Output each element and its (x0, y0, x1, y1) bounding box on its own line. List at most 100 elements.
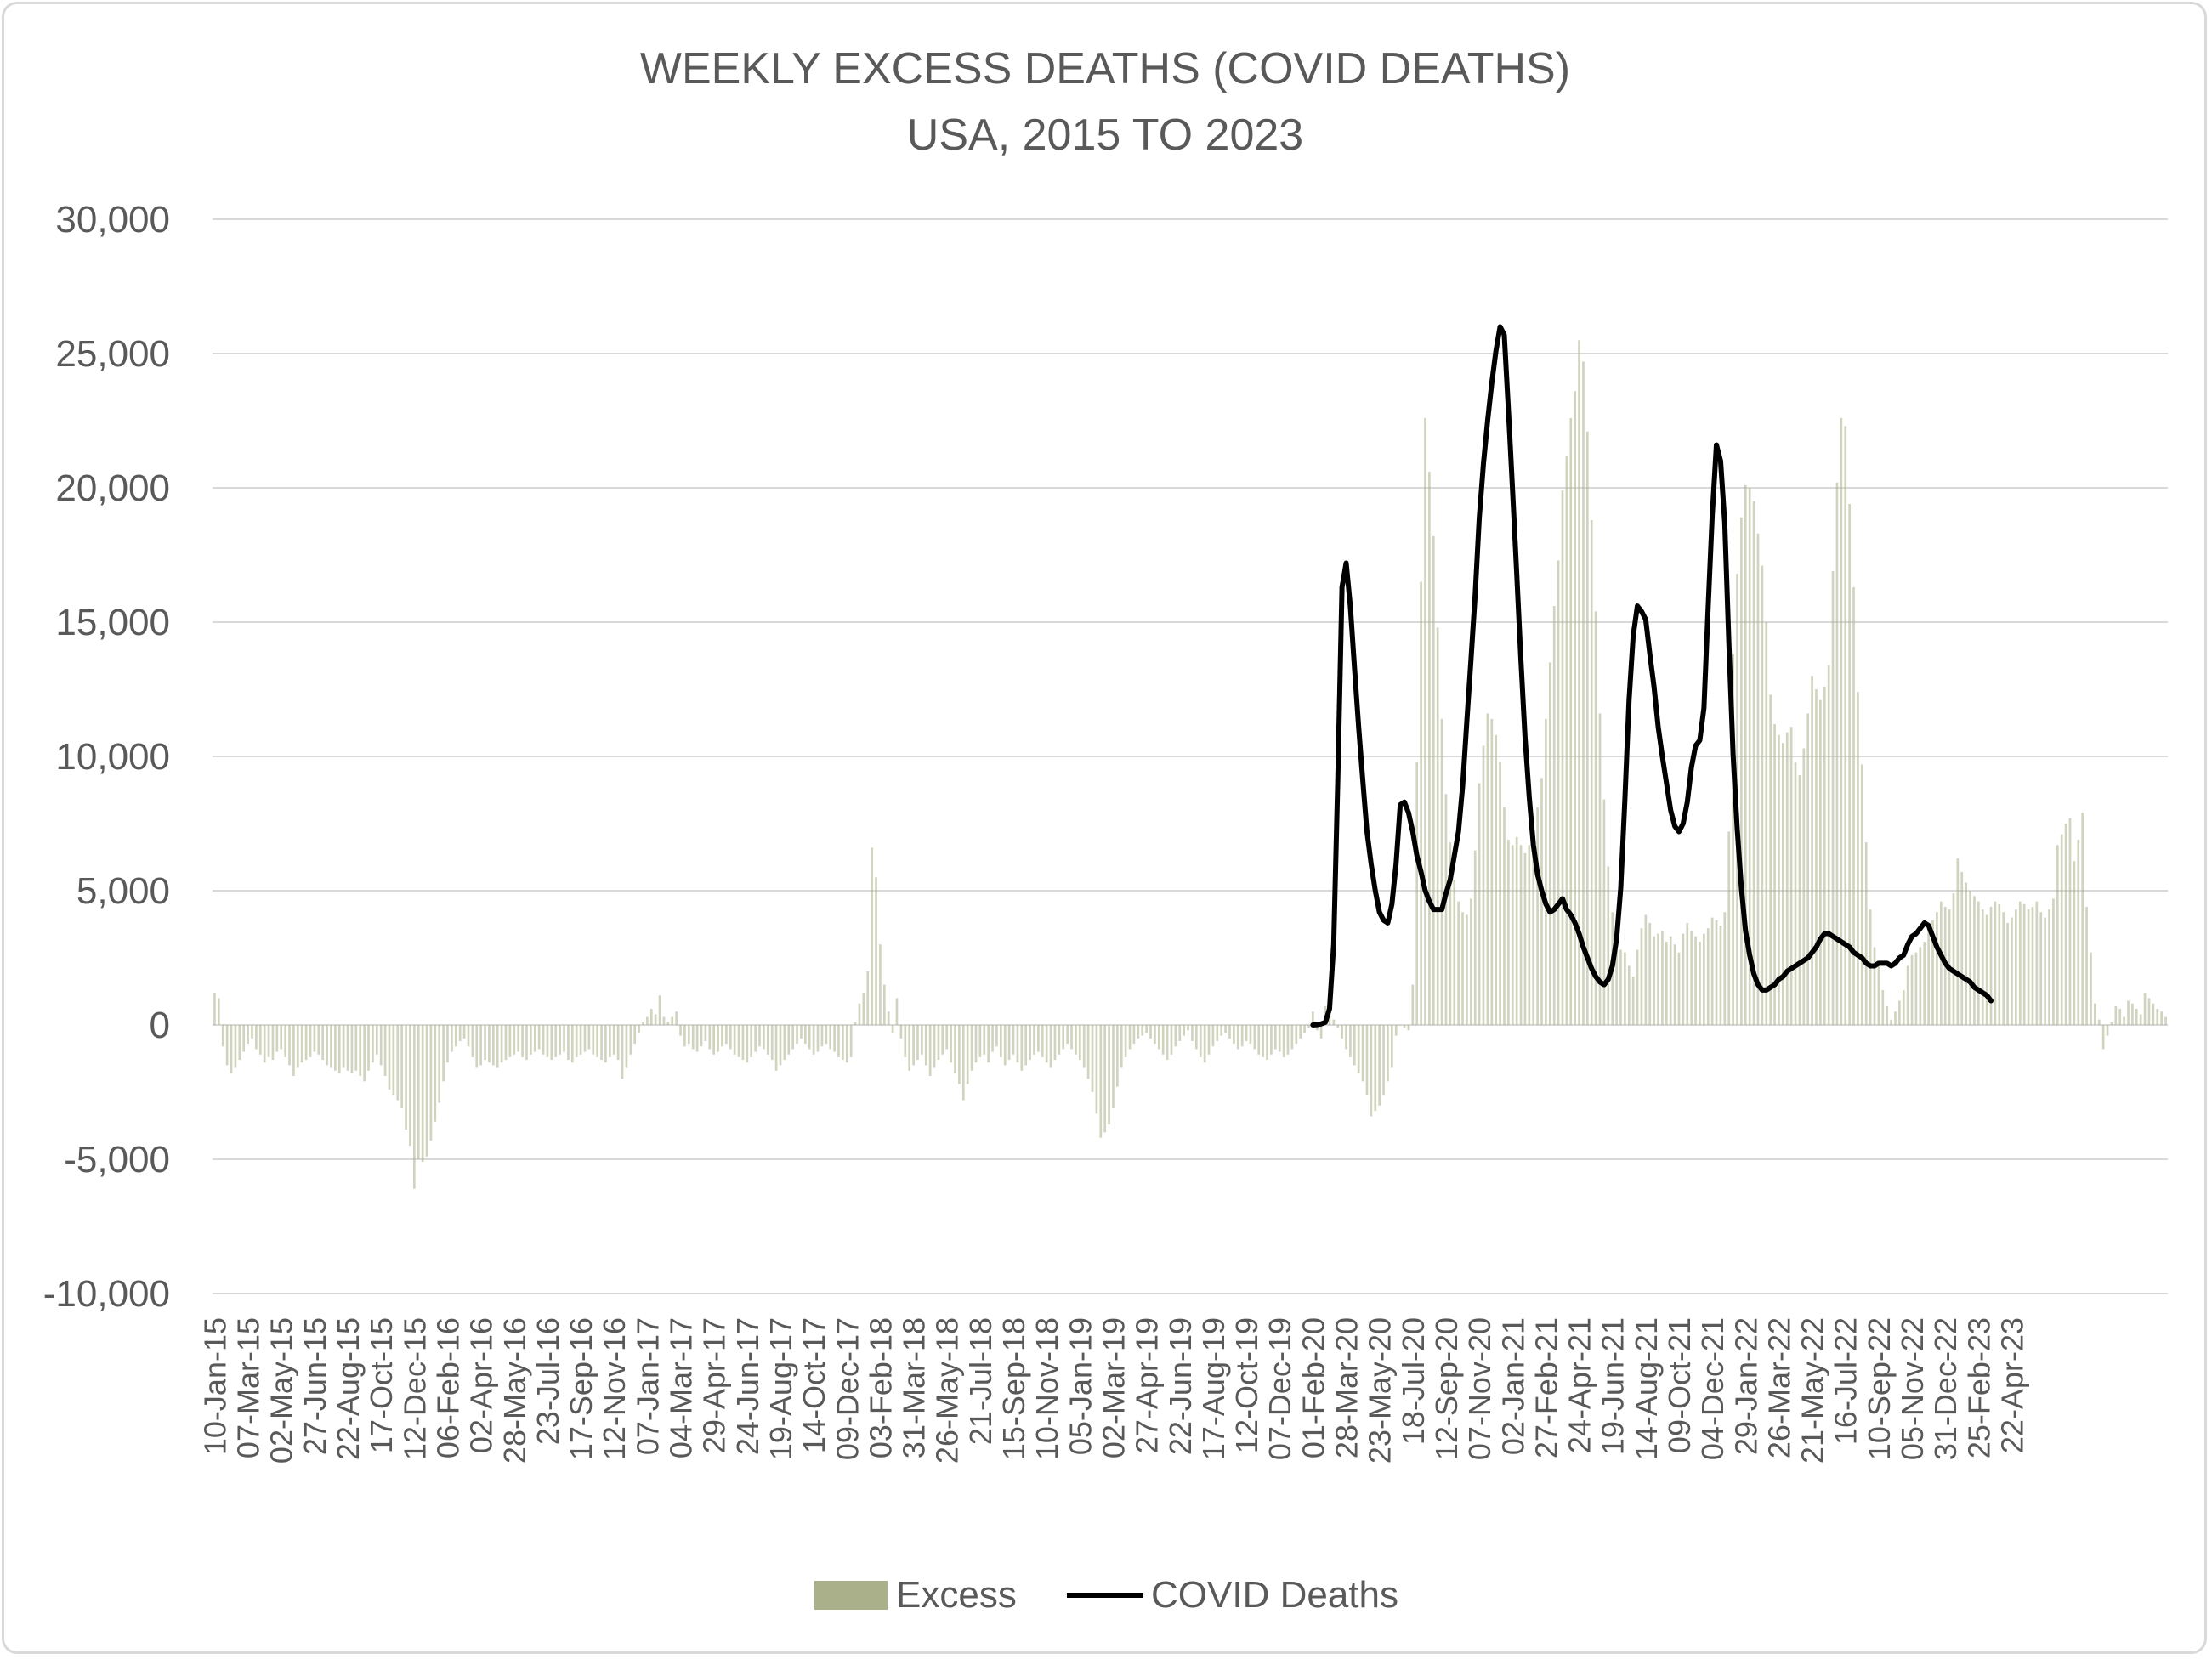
excess-bar (554, 1025, 558, 1057)
excess-bar (525, 1025, 528, 1061)
x-tick-label: 28-May-16 (497, 1317, 532, 1464)
x-tick-label: 01-Feb-20 (1296, 1317, 1330, 1458)
excess-bar (2052, 898, 2055, 1025)
excess-bar (1058, 1025, 1061, 1055)
excess-bar (904, 1025, 907, 1057)
excess-bar (829, 1025, 832, 1050)
excess-bar (1557, 560, 1560, 1025)
excess-bar (721, 1025, 723, 1047)
excess-bar (1286, 1025, 1290, 1055)
excess-bar (683, 1025, 686, 1047)
x-tick-label: 23-Jul-16 (530, 1317, 565, 1445)
excess-bar (758, 1025, 761, 1047)
excess-bar (1236, 1025, 1239, 1050)
excess-bar (2123, 1016, 2125, 1025)
excess-bar (1378, 1025, 1381, 1106)
excess-bar (2106, 1025, 2109, 1036)
excess-bar (941, 1025, 944, 1055)
excess-bar (1499, 762, 1501, 1025)
excess-bar (871, 847, 873, 1025)
excess-bar (1840, 417, 1843, 1026)
excess-bar (1253, 1025, 1256, 1050)
excess-bar (1191, 1025, 1194, 1041)
excess-bar (425, 1025, 428, 1157)
excess-bar (675, 1011, 678, 1025)
excess-bar (2002, 912, 2005, 1025)
excess-bar (383, 1025, 387, 1077)
excess-bar (438, 1025, 441, 1103)
excess-bar (321, 1025, 325, 1061)
excess-bar (1403, 1025, 1406, 1028)
excess-bar (1132, 1025, 1136, 1045)
excess-bar (1653, 936, 1655, 1025)
excess-bar (367, 1025, 370, 1071)
excess-bar (774, 1025, 778, 1071)
excess-bar (475, 1025, 479, 1068)
excess-bar (1607, 866, 1610, 1025)
y-tick-label: 0 (150, 1005, 170, 1046)
excess-bar (1636, 949, 1639, 1025)
excess-bar (612, 1025, 615, 1055)
excess-bar (1585, 431, 1589, 1025)
excess-bar (1037, 1025, 1040, 1052)
excess-bar (625, 1025, 628, 1068)
excess-bar (954, 1025, 956, 1073)
excess-bar (2152, 1003, 2155, 1025)
excess-bar (1798, 775, 1801, 1025)
excess-bar (1548, 662, 1551, 1025)
excess-bar (388, 1025, 391, 1090)
excess-bar (2147, 998, 2151, 1025)
excess-bar (2064, 824, 2067, 1025)
chart-title: WEEKLY EXCESS DEATHS (COVID DEATHS) (640, 44, 1570, 93)
excess-bar (2085, 906, 2088, 1025)
excess-bar (1781, 743, 1784, 1025)
excess-bar (1003, 1025, 1007, 1066)
excess-bar (1194, 1025, 1198, 1050)
covid-deaths-line (1310, 324, 1994, 1028)
excess-bar (1319, 1025, 1323, 1039)
x-tick-label: 25-Feb-23 (1961, 1317, 1996, 1458)
excess-bar (1041, 1025, 1044, 1057)
excess-bar (1819, 699, 1822, 1025)
excess-bar (691, 1025, 695, 1050)
excess-bar (2131, 1003, 2134, 1025)
excess-bar (533, 1025, 536, 1052)
excess-bar (816, 1025, 820, 1052)
excess-bar (887, 1011, 890, 1025)
excess-bar (646, 1016, 649, 1025)
excess-bar (629, 1025, 632, 1055)
grid-layer (213, 218, 2168, 1294)
excess-bar (467, 1025, 470, 1047)
excess-bar (1482, 745, 1485, 1025)
excess-bar (1773, 724, 1776, 1025)
excess-bar (1029, 1025, 1031, 1061)
excess-bar (1661, 931, 1664, 1025)
excess-bar (966, 1025, 969, 1084)
excess-bar (1262, 1025, 1264, 1057)
excess-bar (292, 1025, 295, 1077)
excess-bar (638, 1025, 640, 1033)
excess-bar (1432, 535, 1435, 1025)
excess-bar (1852, 586, 1855, 1025)
x-tick-label: 22-Aug-15 (331, 1317, 366, 1460)
excess-bar (1923, 942, 1926, 1025)
excess-bar (1894, 1011, 1897, 1025)
excess-bar (1361, 1025, 1364, 1082)
excess-bar (1341, 1025, 1343, 1039)
excess-bar (1420, 581, 1422, 1025)
excess-bar (1902, 989, 1905, 1025)
excess-bar (1886, 1005, 1889, 1025)
excess-bar (1648, 922, 1652, 1025)
excess-bar (267, 1025, 270, 1057)
y-tick-label: 20,000 (55, 467, 170, 509)
excess-bar (592, 1025, 595, 1055)
excess-bar (991, 1025, 994, 1052)
excess-bar (2073, 861, 2076, 1025)
excess-bar (1461, 912, 1464, 1025)
excess-bar (563, 1025, 565, 1052)
excess-bar (1835, 482, 1839, 1025)
covid-line-layer (1310, 324, 1994, 1028)
x-tick-label: 16-Jul-22 (1829, 1317, 1863, 1445)
excess-bar (1145, 1025, 1148, 1033)
legend-excess-swatch (814, 1581, 888, 1610)
